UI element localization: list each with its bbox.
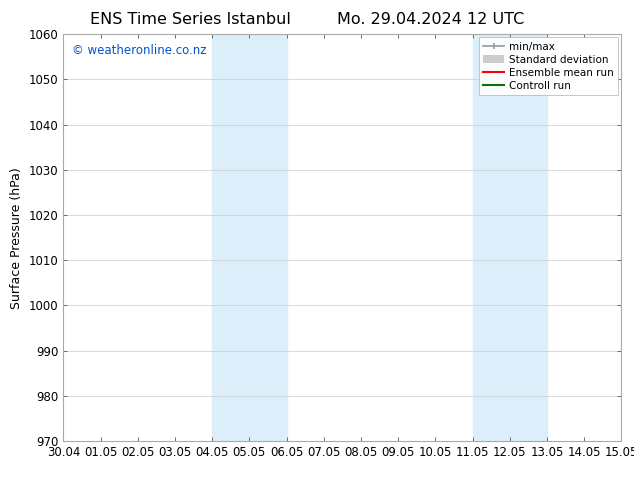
Legend: min/max, Standard deviation, Ensemble mean run, Controll run: min/max, Standard deviation, Ensemble me… [479,37,618,95]
Text: ENS Time Series Istanbul: ENS Time Series Istanbul [90,12,290,27]
Text: Mo. 29.04.2024 12 UTC: Mo. 29.04.2024 12 UTC [337,12,525,27]
Text: © weatheronline.co.nz: © weatheronline.co.nz [72,45,206,57]
Y-axis label: Surface Pressure (hPa): Surface Pressure (hPa) [10,167,23,309]
Bar [472,34,547,441]
Bar [212,34,287,441]
